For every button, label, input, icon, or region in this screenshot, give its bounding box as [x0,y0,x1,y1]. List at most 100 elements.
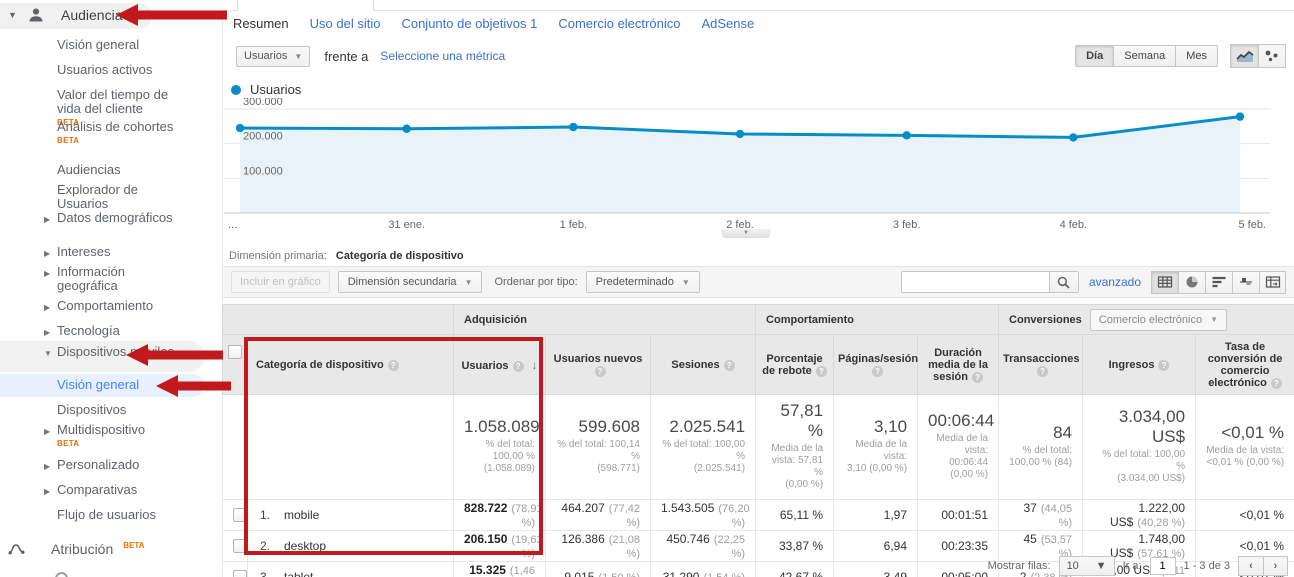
column-header-porcentaje-de-rebote[interactable]: Porcentaje de rebote? [755,334,835,395]
granularity-mes[interactable]: Mes [1175,45,1218,67]
device-category-cell[interactable]: 1. mobile [247,499,454,531]
annotations-drawer-handle[interactable]: ▼ [722,229,770,238]
metric-cell: 1,97 [833,499,919,531]
primary-dimension-value[interactable]: Categoría de dispositivo [335,250,464,262]
sidebar-item-intereses[interactable]: ▶ Intereses [44,245,181,259]
device-category-cell[interactable]: 3. tablet [247,561,454,577]
sidebar-item-tecnolog-a[interactable]: ▶ Tecnología [44,324,181,338]
sidebar-item-dispositivos[interactable]: Dispositivos [57,403,181,417]
help-icon[interactable]: ? [594,365,606,377]
help-icon[interactable]: ? [512,360,524,372]
search-input[interactable] [900,271,1049,293]
column-header-duraci-n-media-de-la-sesi-n[interactable]: Duración media de la sesión? [917,334,1000,395]
table-view-icon[interactable] [1151,270,1178,294]
select-metric-link[interactable]: Seleccione una métrica [380,49,506,63]
row-checkbox[interactable] [233,508,247,522]
column-header-sesiones[interactable]: Sesiones? [649,334,757,395]
row-checkbox[interactable] [233,570,247,577]
comparison-view-icon[interactable] [1232,270,1259,294]
chevron-right-icon[interactable]: ▶ [44,303,51,312]
metric-cell: <0,01 % [1195,499,1294,531]
granularity-día[interactable]: Día [1075,45,1114,67]
beta-badge: BETA [57,118,80,127]
chevron-down-icon: ▼ [1095,560,1107,572]
advanced-search-link[interactable]: avanzado [1088,275,1141,289]
help-icon[interactable]: ? [872,365,884,377]
sort-type-dropdown[interactable]: Predeterminado ▼ [585,271,700,293]
sidebar-item-explorador-de-usuarios[interactable]: Explorador de Usuarios [57,183,181,211]
column-header-transacciones[interactable]: Transacciones? [998,334,1084,395]
sidebar-item-label: Dispositivos [57,402,127,417]
sidebar-item-datos-demogr-ficos[interactable]: ▶ Datos demográficos [44,211,181,225]
metric-dropdown[interactable]: Usuarios ▼ [236,45,311,67]
chevron-right-icon[interactable]: ▶ [44,487,51,496]
sidebar-item-informaci-n-geogr-fica[interactable]: ▶ Información geográfica [44,265,181,293]
conversions-type-dropdown[interactable]: Comercio electrónico ▼ [1089,308,1228,331]
sidebar-item-personalizado[interactable]: ▶ Personalizado [44,458,181,472]
chevron-right-icon[interactable]: ▶ [44,215,51,224]
row-checkbox[interactable] [233,539,247,553]
sidebar-item-valor-del-tiempo-de-vida-del-cliente[interactable]: Valor del tiempo de vida del cliente BETA [57,88,181,130]
chevron-down-icon[interactable]: ▼ [44,349,52,358]
chevron-right-icon[interactable]: ▶ [44,249,51,258]
sidebar-section-audiencia[interactable]: ▼ Audiencia [8,7,123,23]
sidebar-item-flujo-de-usuarios[interactable]: Flujo de usuarios [57,508,181,522]
chevron-right-icon[interactable]: › [1263,556,1288,576]
rows-per-page-dropdown[interactable]: 10 ▼ [1058,556,1115,576]
help-icon[interactable]: ? [1270,377,1282,389]
sidebar-item-an-lisis-de-cohortes[interactable]: Análisis de cohortes BETA [57,120,181,148]
table-toolbar: Incluir en gráfico Dimensión secundaria … [223,266,1294,298]
metric-cell: 9.015(1,50 %) [545,561,651,577]
help-icon[interactable]: ? [723,359,735,371]
sidebar-section-label[interactable]: Audiencia [61,7,123,23]
chevron-right-icon[interactable]: ▶ [44,328,51,337]
device-category-cell[interactable]: 2. desktop [247,530,454,562]
tab-adsense[interactable]: AdSense [701,16,755,31]
goto-page-label: Ir a: [1122,560,1142,572]
sidebar-item-dispositivos-m-viles[interactable]: ▼ Dispositivos móviles [44,345,181,359]
column-header-ingresos[interactable]: Ingresos? [1082,334,1197,395]
chevron-right-icon[interactable]: ▶ [44,427,51,436]
chevron-down-icon[interactable]: ▼ [8,10,17,20]
select-all-checkbox[interactable] [228,345,242,359]
sidebar-item-comportamiento[interactable]: ▶ Comportamiento [44,299,181,313]
sidebar-item-multidispositivo[interactable]: ▶ Multidispositivo BETA [44,423,181,451]
help-icon[interactable]: ? [387,359,399,371]
column-header-categor-a-de-dispositivo[interactable]: Categoría de dispositivo? [247,334,454,395]
line-chart-icon[interactable] [1230,44,1258,68]
column-header-p-ginas-sesi-n[interactable]: Páginas/sesión? [833,334,918,395]
chevron-right-icon[interactable]: ▶ [44,462,51,471]
tab-uso-del-sitio[interactable]: Uso del sitio [309,16,381,31]
sort-desc-icon[interactable]: ↓ [531,357,538,372]
column-header-usuarios[interactable]: Usuarios? ↓ [453,334,546,395]
column-header-usuarios-nuevos[interactable]: Usuarios nuevos? [545,334,651,395]
chevron-left-icon[interactable]: ‹ [1238,556,1263,576]
help-icon[interactable]: ? [1037,365,1049,377]
sidebar-item-usuarios-activos[interactable]: Usuarios activos [57,63,181,77]
help-icon[interactable]: ? [1158,359,1170,371]
sidebar-item-visi-n-general[interactable]: Visión general [57,378,181,392]
tab-resumen[interactable]: Resumen [233,16,289,31]
sidebar-item-audiencias[interactable]: Audiencias [57,163,181,177]
help-icon[interactable]: ? [971,371,983,383]
help-icon[interactable]: ? [815,365,827,377]
sidebar-item-comparativas[interactable]: ▶ Comparativas [44,483,181,497]
granularity-semana[interactable]: Semana [1113,45,1176,67]
chevron-right-icon[interactable]: ▶ [44,269,51,278]
pivot-view-icon[interactable] [1259,270,1286,294]
report-tab-partial[interactable] [237,0,374,11]
sidebar-item-visi-n-general[interactable]: Visión general [57,38,181,52]
sidebar-item-atribucion[interactable]: Atribución BETA [8,541,144,557]
scatter-chart-icon[interactable] [1258,44,1286,68]
tab-comercio-electr-nico[interactable]: Comercio electrónico [558,16,681,31]
include-in-chart-button[interactable]: Incluir en gráfico [231,271,330,293]
tab-conjunto-de-objetivos-1[interactable]: Conjunto de objetivos 1 [401,16,538,31]
users-over-time-chart[interactable]: 100.000 200.000 300.000... 31 ene. 1 feb. 2 f… [224,96,1270,234]
percentage-view-icon[interactable] [1178,270,1205,294]
goto-page-input[interactable] [1149,557,1176,575]
search-icon[interactable] [1048,271,1079,293]
sidebar-item-label[interactable]: Atribución [51,541,114,557]
column-header-tasa-de-conversi-n-de-comercio-electr-nico[interactable]: Tasa de conversión de comercio electróni… [1195,334,1294,395]
secondary-dimension-dropdown[interactable]: Dimensión secundaria ▼ [337,271,483,293]
performance-view-icon[interactable] [1205,270,1232,294]
